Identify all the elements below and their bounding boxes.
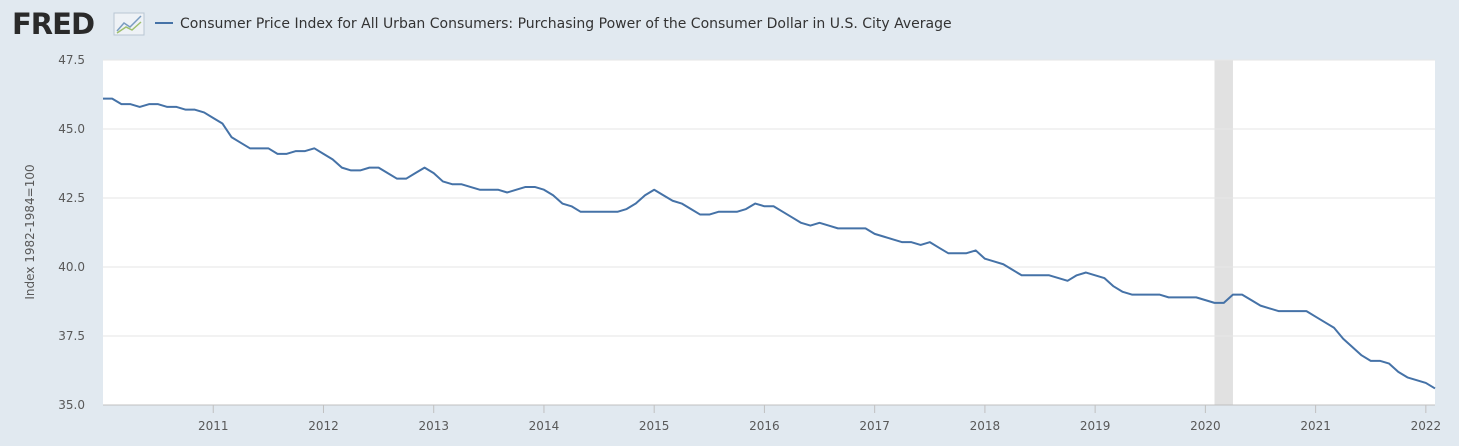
x-tick-label: 2011 xyxy=(198,419,229,433)
x-tick-label: 2019 xyxy=(1080,419,1111,433)
recession-shade xyxy=(1214,60,1233,405)
y-tick-label: 37.5 xyxy=(58,329,85,343)
x-tick-label: 2014 xyxy=(529,419,560,433)
x-tick-label: 2013 xyxy=(418,419,449,433)
x-tick-label: 2020 xyxy=(1190,419,1221,433)
y-tick-label: 35.0 xyxy=(58,398,85,412)
legend-label: Consumer Price Index for All Urban Consu… xyxy=(180,16,952,32)
x-tick-label: 2015 xyxy=(639,419,670,433)
y-tick-label: 45.0 xyxy=(58,122,85,136)
x-tick-label: 2012 xyxy=(308,419,339,433)
x-tick-label: 2022 xyxy=(1411,419,1442,433)
plot-area xyxy=(103,60,1435,405)
y-tick-label: 40.0 xyxy=(58,260,85,274)
x-tick-label: 2021 xyxy=(1300,419,1331,433)
x-tick-label: 2018 xyxy=(970,419,1001,433)
x-tick-label: 2017 xyxy=(859,419,890,433)
data-line xyxy=(103,97,1436,390)
y-axis-label: Index 1982-1984=100 xyxy=(23,164,37,299)
x-tick-label: 2016 xyxy=(749,419,780,433)
logo: FRED xyxy=(12,7,94,41)
logo-icon xyxy=(113,12,145,36)
y-tick-label: 47.5 xyxy=(58,53,85,67)
y-tick-label: 42.5 xyxy=(58,191,85,205)
